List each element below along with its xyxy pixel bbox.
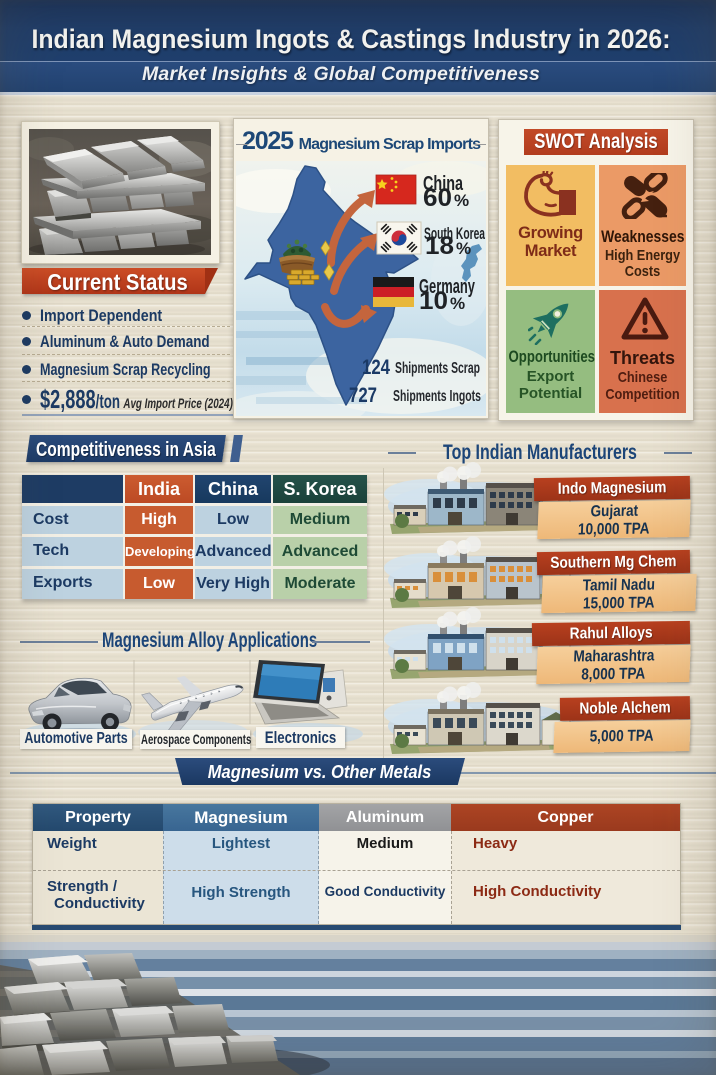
svg-text:South Korea: South Korea [424, 224, 485, 243]
svg-text:124: 124 [362, 356, 390, 379]
svg-text:China: China [423, 173, 464, 195]
svg-text:Germany: Germany [419, 276, 476, 298]
svg-text:727: 727 [349, 384, 377, 407]
svg-text:10: 10 [419, 287, 448, 315]
svg-text:%: % [456, 239, 471, 258]
svg-text:%: % [450, 294, 465, 313]
svg-text:Shipments Ingots: Shipments Ingots [393, 388, 481, 405]
svg-text:%: % [454, 191, 469, 210]
svg-text:Shipments Scrap: Shipments Scrap [395, 360, 480, 377]
svg-text:18: 18 [425, 232, 454, 260]
svg-text:60: 60 [423, 184, 452, 212]
